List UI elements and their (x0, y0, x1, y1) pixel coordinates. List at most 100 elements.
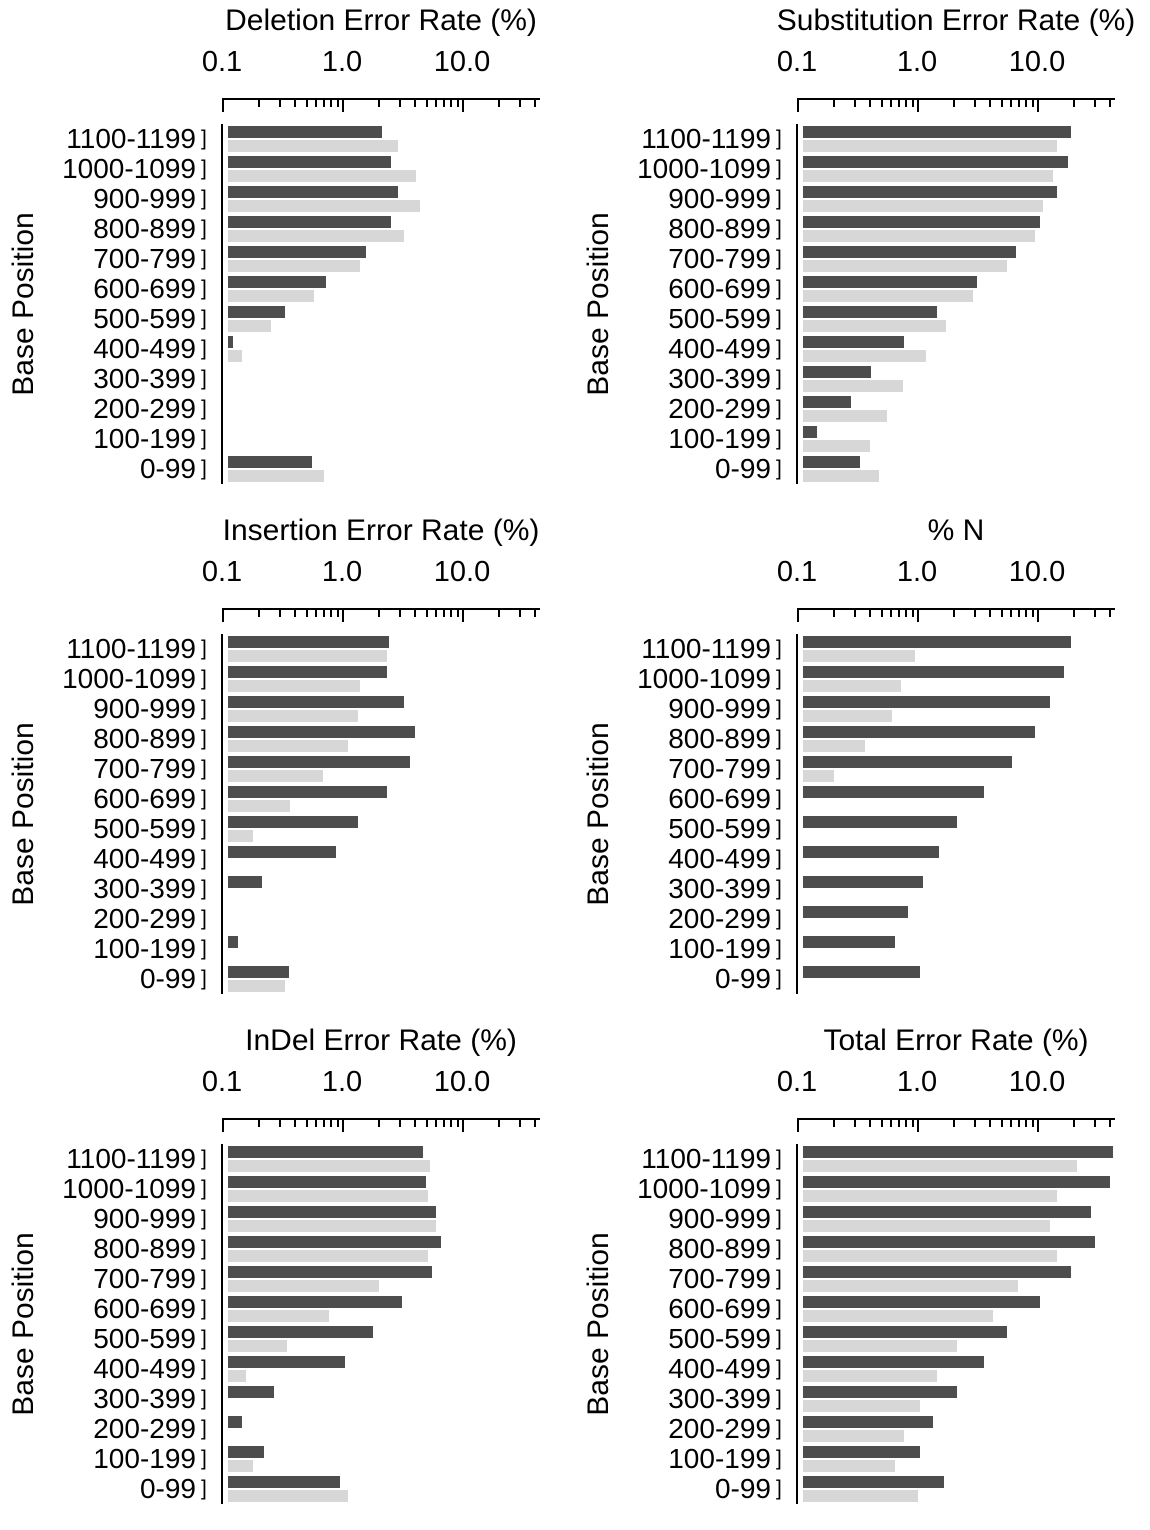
category-row: 1100-1199] (0, 124, 575, 154)
bar-dark-gray (803, 1296, 1041, 1308)
x-axis-tick-minor (880, 610, 883, 617)
x-axis-tick-minor (911, 100, 914, 107)
category-tick-bracket: ] (776, 847, 782, 870)
x-axis-tick-label: 0.1 (776, 46, 818, 78)
category-row: 300-399] (0, 874, 575, 904)
bar-dark-gray (228, 816, 358, 828)
category-row: 1000-1099] (575, 154, 1150, 184)
category-tick-bracket: ] (201, 697, 207, 720)
bar-light-gray (803, 1370, 937, 1382)
bar-light-gray (228, 710, 358, 722)
category-label: 700-799 (668, 1263, 771, 1294)
category-row: 900-999] (575, 1204, 1150, 1234)
category-row: 1000-1099] (575, 664, 1150, 694)
bar-dark-gray (803, 366, 872, 378)
category-row: 800-899] (575, 1234, 1150, 1264)
category-tick-bracket: ] (776, 817, 782, 840)
bar-dark-gray (803, 786, 984, 798)
x-axis-line (222, 1118, 540, 1132)
x-axis-tick-major (1037, 610, 1039, 622)
x-axis-tick-minor (953, 1120, 956, 1127)
category-tick-bracket: ] (776, 1447, 782, 1470)
category-tick-bracket: ] (201, 727, 207, 750)
category-tick-bracket: ] (201, 157, 207, 180)
category-row: 500-599] (0, 304, 575, 334)
bar-group (227, 814, 547, 844)
category-label: 0-99 (139, 1473, 196, 1504)
bar-light-gray (803, 230, 1035, 242)
bar-group (802, 844, 1122, 874)
x-axis-tick-minor (315, 1120, 318, 1127)
category-label: 300-399 (93, 363, 196, 394)
category-tick-bracket: ] (776, 1207, 782, 1230)
x-axis-tick-minor (1073, 1120, 1076, 1127)
bar-group (227, 1234, 547, 1264)
category-label: 200-299 (668, 393, 771, 424)
category-tick-bracket: ] (776, 337, 782, 360)
bar-dark-gray (803, 966, 921, 978)
category-label: 100-199 (668, 423, 771, 454)
x-axis-tick-minor (498, 1120, 501, 1127)
category-label: 200-299 (93, 903, 196, 934)
bar-dark-gray (228, 1356, 346, 1368)
x-axis-tick-minor (425, 100, 428, 107)
bar-group (227, 694, 547, 724)
category-row: 900-999] (0, 694, 575, 724)
bar-group (227, 334, 547, 364)
category-row: 500-599] (575, 304, 1150, 334)
bar-group (227, 1174, 547, 1204)
x-axis-tick-label: 1.0 (896, 46, 938, 78)
category-tick-bracket: ] (776, 877, 782, 900)
chart-panel-n: % N Base Position 1100-1199] 1000-1099] 90… (575, 510, 1150, 1020)
category-tick-bracket: ] (201, 1297, 207, 1320)
bar-group (227, 274, 547, 304)
category-label: 1100-1199 (66, 633, 196, 664)
category-tick-bracket: ] (201, 907, 207, 930)
category-tick-bracket: ] (776, 697, 782, 720)
bar-dark-gray (803, 336, 905, 348)
category-row: 0-99] (575, 1474, 1150, 1504)
bar-rows: 1100-1199] 1000-1099] 900-999] 800-899] 700-… (0, 124, 575, 484)
category-label: 100-199 (93, 933, 196, 964)
category-tick-bracket: ] (201, 1147, 207, 1170)
bar-dark-gray (228, 126, 382, 138)
category-tick-bracket: ] (201, 787, 207, 810)
y-axis-line (796, 124, 798, 484)
category-label: 1100-1199 (66, 123, 196, 154)
category-tick-bracket: ] (201, 397, 207, 420)
category-row: 200-299] (575, 394, 1150, 424)
bar-dark-gray (803, 396, 851, 408)
bar-light-gray (803, 1430, 905, 1442)
x-axis-tick-minor (989, 100, 992, 107)
x-axis-tick-minor (869, 1120, 872, 1127)
x-axis-tick-minor (323, 1120, 326, 1127)
bar-rows: 1100-1199] 1000-1099] 900-999] 800-899] 700-… (0, 634, 575, 994)
category-label: 1000-1099 (62, 663, 196, 694)
bar-group (802, 274, 1122, 304)
x-axis-tick-label: 10.0 (433, 46, 491, 78)
bar-dark-gray (803, 876, 923, 888)
x-axis-tick-minor (414, 1120, 417, 1127)
x-axis-tick-major (462, 610, 464, 622)
category-row: 700-799] (575, 244, 1150, 274)
x-axis-tick-label: 1.0 (321, 46, 363, 78)
bar-dark-gray (228, 1266, 432, 1278)
x-axis-tick-major (1037, 100, 1039, 112)
x-axis-tick-minor (498, 610, 501, 617)
x-axis-tick-label: 1.0 (321, 1066, 363, 1098)
bar-dark-gray (228, 216, 392, 228)
category-row: 400-499] (575, 1354, 1150, 1384)
x-axis-tick-minor (258, 1120, 261, 1127)
bar-rows: 1100-1199] 1000-1099] 900-999] 800-899] 700-… (575, 1144, 1150, 1504)
category-tick-bracket: ] (201, 1417, 207, 1440)
category-label: 700-799 (93, 753, 196, 784)
category-row: 1000-1099] (0, 154, 575, 184)
category-row: 500-599] (0, 1324, 575, 1354)
category-label: 1000-1099 (62, 153, 196, 184)
bar-group (227, 1444, 547, 1474)
x-axis-tick-minor (450, 100, 453, 107)
bar-group (802, 124, 1122, 154)
bar-group (802, 904, 1122, 934)
bar-group (802, 304, 1122, 334)
bar-group (802, 1174, 1122, 1204)
